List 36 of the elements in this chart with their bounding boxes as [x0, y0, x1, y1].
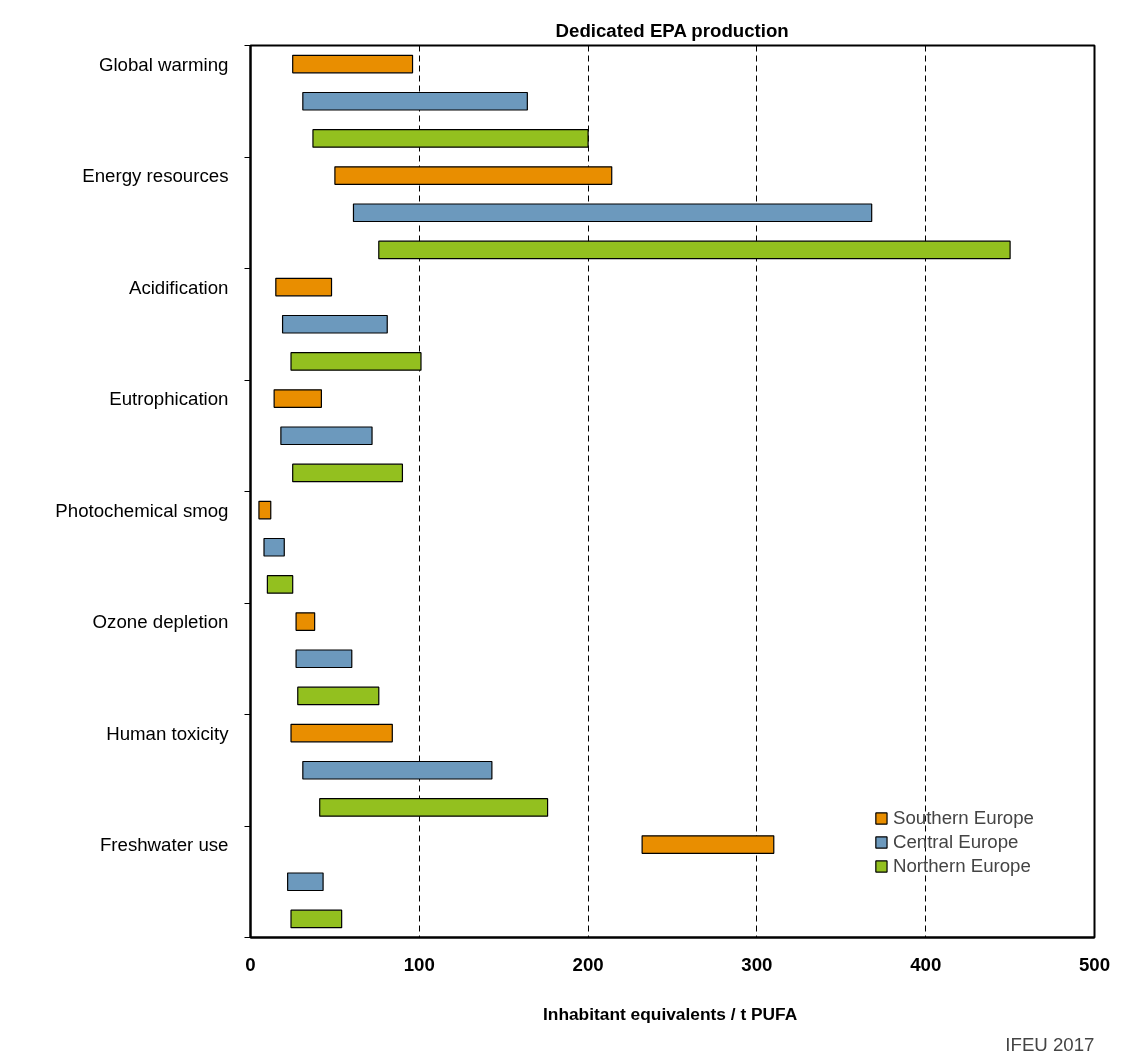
x-axis-title: Inhabitant equivalents / t PUFA	[543, 1003, 798, 1024]
chart-title: Dedicated EPA production	[555, 19, 789, 41]
y-tick-label: Ozone depletion	[92, 611, 229, 633]
y-tick-label: Photochemical smog	[55, 499, 229, 521]
y-tick-label: Human toxicity	[106, 722, 230, 744]
x-tick-label: 400	[910, 953, 942, 975]
x-tick-label: 0	[245, 953, 256, 975]
bar	[295, 612, 316, 631]
bar	[287, 872, 324, 892]
legend-label: Southern Europe	[892, 807, 1034, 829]
bar	[290, 909, 343, 929]
bar	[295, 649, 353, 669]
bar	[297, 686, 380, 706]
bar	[275, 277, 333, 297]
bar	[290, 723, 393, 743]
bar	[281, 314, 388, 334]
y-tick-label: Eutrophication	[109, 388, 229, 410]
text: IFEU 2017	[1005, 1033, 1095, 1055]
bar	[641, 835, 775, 854]
x-tick-label: 300	[741, 953, 773, 975]
y-tick-label: Energy resources	[82, 165, 229, 187]
x-tick-label: 100	[403, 953, 435, 975]
bar	[280, 426, 373, 446]
legend-label: Northern Europe	[892, 855, 1031, 877]
bar	[273, 389, 322, 408]
y-tick-label: Global warming	[98, 53, 229, 75]
y-tick-label: Freshwater use	[99, 834, 229, 856]
bar	[263, 537, 285, 557]
bar	[258, 500, 272, 520]
y-tick-label: Acidification	[128, 276, 229, 298]
x-tick-label: 500	[1078, 953, 1111, 975]
x-tick-label: 200	[572, 953, 604, 975]
bar	[266, 575, 294, 594]
bar	[292, 463, 404, 483]
bar	[292, 54, 414, 74]
legend-label: Central Europe	[892, 831, 1019, 853]
